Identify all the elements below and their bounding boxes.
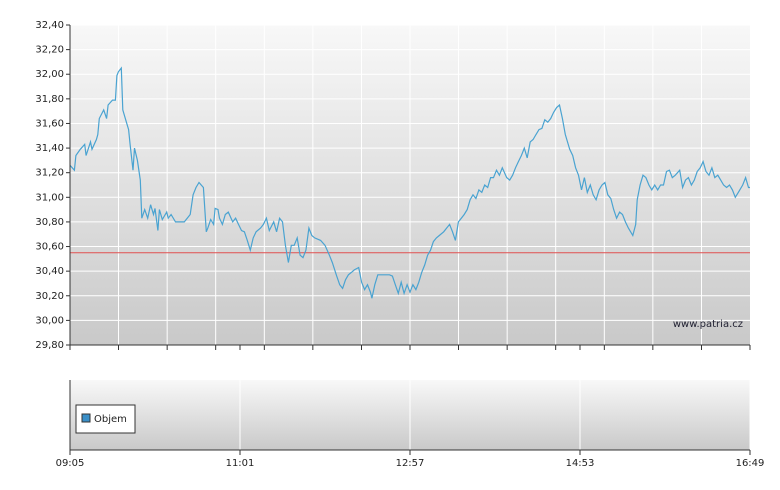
y-tick-label: 31,00 (35, 192, 64, 203)
y-tick-label: 30,40 (35, 266, 64, 277)
x-tick-label: 16:49 (736, 458, 765, 469)
y-tick-label: 31,40 (35, 143, 64, 154)
y-tick-label: 30,60 (35, 242, 64, 253)
price-line (69, 66, 750, 299)
y-tick-label: 29,80 (35, 340, 64, 351)
y-tick-label: 31,20 (35, 168, 64, 179)
y-tick-label: 31,80 (35, 94, 64, 105)
x-tick-label: 09:05 (56, 458, 85, 469)
x-tick-label: 11:01 (226, 458, 255, 469)
legend-swatch (81, 413, 91, 423)
x-tick-label: 14:53 (566, 458, 595, 469)
legend-label: Objem (94, 414, 127, 425)
y-tick-label: 32,00 (35, 69, 64, 80)
watermark: www.patria.cz (673, 319, 743, 330)
y-tick-label: 31,60 (35, 118, 64, 129)
y-tick-label: 32,40 (35, 20, 64, 31)
y-tick-label: 30,00 (35, 315, 64, 326)
y-tick-label: 30,20 (35, 291, 64, 302)
y-tick-label: 32,20 (35, 45, 64, 56)
x-tick-label: 12:57 (396, 458, 425, 469)
y-tick-label: 30,80 (35, 217, 64, 228)
